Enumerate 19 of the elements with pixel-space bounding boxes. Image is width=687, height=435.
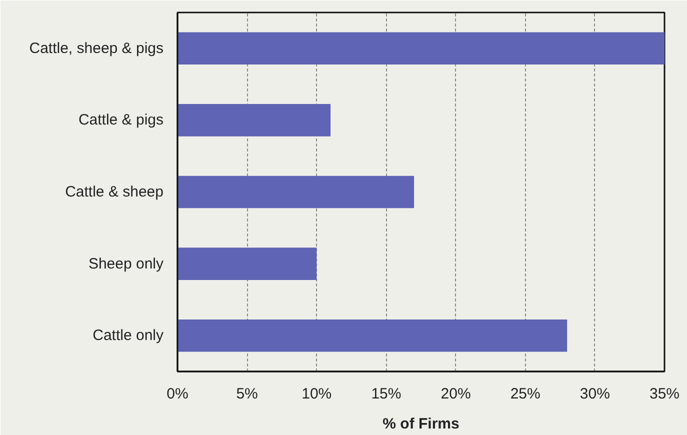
y-tick-label: Cattle & pigs bbox=[78, 112, 164, 129]
y-tick-label: Cattle only bbox=[92, 327, 164, 344]
x-tick-label: 10% bbox=[302, 386, 332, 402]
y-tick-label: Cattle, sheep & pigs bbox=[29, 40, 164, 57]
x-axis-title: % of Firms bbox=[382, 416, 460, 432]
bar bbox=[178, 32, 664, 65]
bar bbox=[178, 248, 317, 280]
x-tick-label: 20% bbox=[440, 386, 471, 402]
x-tick-label: 5% bbox=[236, 386, 258, 402]
y-tick-label: Sheep only bbox=[88, 255, 164, 272]
bar bbox=[178, 104, 331, 136]
x-tick-label: 35% bbox=[649, 386, 680, 402]
y-tick-label: Cattle & sheep bbox=[65, 184, 164, 200]
x-tick-label: 0% bbox=[166, 386, 188, 402]
x-tick-label: 15% bbox=[371, 386, 402, 402]
x-tick-label: 25% bbox=[510, 386, 540, 402]
bar bbox=[178, 176, 414, 208]
bar bbox=[178, 319, 568, 352]
x-tick-label: 30% bbox=[580, 386, 610, 402]
